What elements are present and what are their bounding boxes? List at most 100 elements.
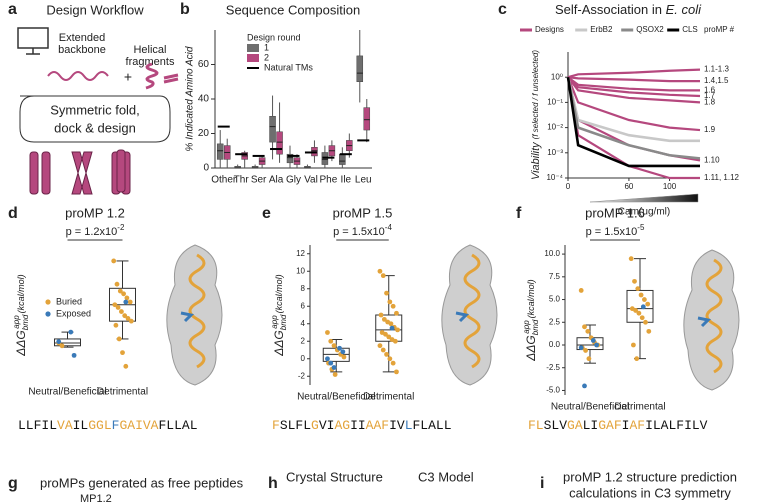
chart-title: proMP 1.6 bbox=[585, 205, 645, 220]
panel-label: c bbox=[498, 1, 507, 18]
y-label-part: ΔΔG bbox=[524, 335, 538, 361]
y-label-part: bmd bbox=[279, 314, 288, 330]
y-tick-label: 10⁻¹ bbox=[547, 98, 563, 107]
helix bbox=[71, 151, 93, 195]
data-point bbox=[121, 291, 126, 297]
p-value: p = 1.5x10-5 bbox=[586, 223, 645, 238]
data-point bbox=[116, 336, 122, 342]
helix-icon bbox=[163, 73, 179, 84]
sequence-segment: G bbox=[311, 418, 319, 433]
sequence-segment: I bbox=[622, 418, 630, 433]
y-label-part: bmd bbox=[21, 314, 30, 330]
line-end-label: 1.8 bbox=[704, 98, 716, 107]
data-point bbox=[380, 273, 386, 279]
data-point bbox=[594, 342, 599, 348]
legend-label: CLS bbox=[682, 25, 698, 34]
data-point bbox=[125, 316, 131, 321]
series-line bbox=[567, 76, 700, 92]
data-point bbox=[115, 305, 121, 310]
data-point bbox=[340, 349, 346, 355]
y-label-part: (kcal/mol) bbox=[274, 274, 284, 313]
data-point bbox=[645, 301, 651, 307]
structure bbox=[441, 244, 498, 386]
data-point bbox=[127, 299, 133, 305]
legend-swatch bbox=[247, 54, 259, 62]
data-point bbox=[387, 356, 393, 362]
data-point bbox=[636, 310, 642, 316]
sequence-segment: AIVA bbox=[127, 418, 158, 433]
sequence-segment: AF bbox=[629, 418, 645, 433]
legend-label: Natural TMs bbox=[264, 62, 313, 72]
series-line bbox=[566, 76, 701, 160]
p-value-exp: -4 bbox=[385, 223, 393, 232]
workflow-label: Extended bbox=[59, 32, 105, 44]
workflow-step: dock & design bbox=[54, 120, 136, 135]
data-point bbox=[122, 313, 128, 319]
y-label-part: ΔΔG bbox=[14, 330, 28, 356]
box bbox=[216, 143, 224, 160]
y-label-part: (f selected / f unselected) bbox=[531, 50, 540, 140]
line-end-label: 1.4,1.5 bbox=[704, 76, 729, 85]
y-tick-label: 60 bbox=[198, 59, 210, 70]
panel-subtitle: MP1.2 bbox=[80, 493, 112, 502]
line-end-label: 1.6 bbox=[704, 85, 716, 94]
data-point bbox=[582, 383, 587, 389]
series-line bbox=[567, 68, 701, 79]
data-point bbox=[337, 345, 342, 351]
y-tick-label: 0.0 bbox=[549, 340, 561, 349]
line-end-label: 1.7 bbox=[704, 91, 716, 100]
data-point bbox=[638, 292, 644, 298]
x-tick-label: Detrimental bbox=[614, 402, 665, 413]
y-tick-label: 2.5 bbox=[549, 317, 561, 326]
legend-label: Exposed bbox=[56, 308, 91, 318]
sequence-segment: FL bbox=[528, 418, 544, 433]
line-end-label: 1.1-1.3 bbox=[704, 65, 729, 74]
workflow-plus: + bbox=[124, 69, 132, 85]
data-point bbox=[332, 372, 338, 377]
x-tick-label: Detrimental bbox=[97, 387, 148, 398]
y-tick-label: -2.5 bbox=[546, 363, 560, 372]
sequence-segment: F bbox=[112, 418, 120, 433]
sequence-segment: AAF bbox=[366, 418, 389, 433]
sequence-segment: F bbox=[272, 418, 280, 433]
y-tick-label: 10⁻² bbox=[547, 123, 563, 132]
structure-sidechain bbox=[697, 316, 712, 328]
chart-title: proMP 1.5 bbox=[333, 205, 393, 220]
data-point bbox=[634, 356, 640, 362]
title-italic: E. coli bbox=[666, 2, 703, 17]
data-point bbox=[128, 318, 134, 324]
panel-label: a bbox=[8, 1, 17, 18]
data-point bbox=[389, 325, 395, 331]
data-point bbox=[643, 319, 648, 325]
structure bbox=[683, 249, 740, 391]
chart-title: Sequence Composition bbox=[226, 2, 360, 17]
y-label-part: app bbox=[270, 315, 279, 329]
title-part: Self-Association in bbox=[555, 2, 666, 17]
sequence-segment: LLFIL bbox=[18, 418, 57, 433]
data-point bbox=[631, 342, 636, 348]
y-axis-label: ΔΔGbmdapp (kcal/mol) bbox=[12, 274, 30, 356]
legend-label: 2 bbox=[264, 52, 269, 62]
sequence-segment: LI bbox=[583, 418, 599, 433]
x-axis-label: Cam(μg/ml) bbox=[618, 207, 670, 218]
x-tick-label: Other bbox=[211, 175, 237, 186]
sequence: FSLFLGVIAGIIAAFIVLFLALL bbox=[272, 418, 452, 433]
y-axis-label: % Indicated Amino Acid bbox=[185, 46, 196, 151]
line-end-label: 1.10 bbox=[704, 155, 720, 164]
structure-helix bbox=[705, 258, 723, 374]
panel-labels: a b c d e f g h i bbox=[8, 1, 544, 492]
y-label-part: app bbox=[522, 320, 531, 334]
data-point bbox=[381, 316, 387, 322]
sequence: LLFILVAILGGLFGAIVAFLLAL bbox=[18, 418, 198, 433]
box bbox=[276, 131, 283, 155]
helix bbox=[41, 151, 51, 195]
p-value-exp: -2 bbox=[117, 223, 125, 232]
data-point bbox=[633, 308, 638, 313]
data-point bbox=[383, 331, 388, 337]
data-point bbox=[71, 352, 77, 358]
x-tick-label: 100 bbox=[663, 182, 677, 191]
structure bbox=[166, 244, 223, 386]
data-point bbox=[394, 369, 399, 375]
y-axis-label: ΔΔGbmdapp (kcal/mol) bbox=[522, 279, 540, 361]
